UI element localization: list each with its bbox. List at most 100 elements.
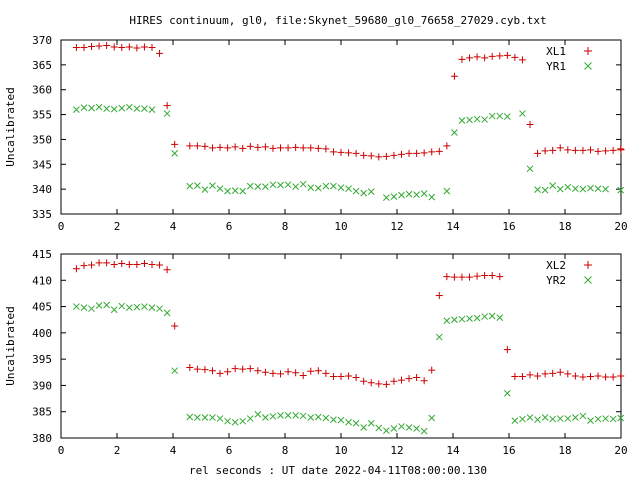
legend-label: YR1 xyxy=(546,60,566,73)
data-point-xl1 xyxy=(103,41,111,49)
data-point-yr1 xyxy=(519,110,526,117)
data-point-yr1 xyxy=(428,193,436,201)
data-point-xl2 xyxy=(103,259,111,267)
data-point-yr1 xyxy=(367,188,375,195)
data-point-xl1 xyxy=(163,102,171,110)
y-tick-label: 395 xyxy=(32,353,52,366)
data-point-xl1 xyxy=(428,148,436,156)
data-point-xl1 xyxy=(292,143,300,151)
data-point-yr2 xyxy=(209,414,216,421)
data-point-yr1 xyxy=(330,182,337,190)
data-point-xl1 xyxy=(579,146,587,154)
data-point-xl1 xyxy=(496,52,504,60)
data-point-yr2 xyxy=(216,415,224,422)
data-point-yr2 xyxy=(345,418,352,426)
data-point-xl1 xyxy=(72,43,80,51)
x-tick-label: 0 xyxy=(58,220,65,233)
data-point-yr1 xyxy=(360,189,368,197)
x-tick-label: 0 xyxy=(58,444,65,457)
data-point-yr2 xyxy=(443,317,451,325)
legend-marker xyxy=(584,47,592,55)
data-point-xl2 xyxy=(390,377,398,385)
data-point-yr1 xyxy=(141,105,148,112)
data-point-xl1 xyxy=(254,143,262,151)
y-tick-label: 345 xyxy=(32,158,52,171)
data-point-yr2 xyxy=(488,312,496,320)
data-point-yr2 xyxy=(231,418,239,426)
data-point-yr2 xyxy=(186,413,194,421)
data-point-yr2 xyxy=(519,415,526,423)
data-point-xl2 xyxy=(277,370,285,378)
data-point-xl1 xyxy=(284,144,292,152)
data-point-xl2 xyxy=(140,259,148,267)
data-point-xl1 xyxy=(156,49,164,57)
legend-label: XL1 xyxy=(546,45,566,58)
y-tick-label: 340 xyxy=(32,183,52,196)
data-point-yr2 xyxy=(277,412,284,419)
data-point-xl1 xyxy=(171,140,179,148)
y-tick-label: 385 xyxy=(32,406,52,419)
data-point-xl1 xyxy=(617,146,625,154)
data-point-xl2 xyxy=(125,261,133,269)
data-point-xl2 xyxy=(148,261,156,269)
data-point-xl2 xyxy=(314,367,322,375)
data-point-xl2 xyxy=(382,380,390,388)
x-tick-label: 4 xyxy=(170,444,177,457)
data-point-yr1 xyxy=(224,187,231,195)
data-point-xl1 xyxy=(397,150,405,158)
data-point-yr1 xyxy=(443,187,451,195)
data-point-yr1 xyxy=(473,115,481,123)
data-point-yr2 xyxy=(458,315,466,323)
data-point-xl2 xyxy=(428,366,436,374)
data-point-xl2 xyxy=(231,365,239,373)
data-point-yr1 xyxy=(398,191,405,199)
data-point-xl1 xyxy=(435,147,443,155)
data-point-xl2 xyxy=(503,346,511,354)
data-point-xl2 xyxy=(261,368,269,376)
data-point-yr2 xyxy=(602,415,609,422)
data-point-yr2 xyxy=(224,417,231,425)
data-point-yr2 xyxy=(367,419,375,427)
data-point-xl2 xyxy=(118,259,126,267)
data-point-xl2 xyxy=(292,369,300,377)
data-point-xl2 xyxy=(345,372,353,380)
data-point-yr1 xyxy=(95,103,103,111)
y-tick-label: 335 xyxy=(32,208,52,221)
y-tick-label: 415 xyxy=(32,248,52,261)
data-point-yr2 xyxy=(405,424,413,431)
x-tick-label: 16 xyxy=(502,220,515,233)
data-point-yr2 xyxy=(118,302,126,310)
data-point-yr2 xyxy=(95,302,103,309)
data-point-xl2 xyxy=(322,369,330,377)
data-point-xl1 xyxy=(299,144,307,152)
x-tick-label: 8 xyxy=(282,220,289,233)
x-tick-label: 12 xyxy=(390,220,403,233)
data-point-xl1 xyxy=(488,52,496,60)
data-point-xl1 xyxy=(503,51,511,59)
x-tick-label: 10 xyxy=(334,444,347,457)
data-point-yr1 xyxy=(413,191,420,198)
data-point-xl1 xyxy=(413,149,421,157)
data-point-xl1 xyxy=(481,54,489,62)
data-point-yr2 xyxy=(292,412,299,419)
data-point-yr2 xyxy=(420,427,428,435)
data-point-xl2 xyxy=(443,273,451,281)
data-point-xl2 xyxy=(299,371,307,379)
data-point-xl1 xyxy=(405,149,413,157)
data-point-yr1 xyxy=(80,104,88,111)
data-point-xl1 xyxy=(541,147,549,155)
data-point-yr1 xyxy=(88,104,95,112)
data-point-xl1 xyxy=(420,149,428,157)
data-point-yr1 xyxy=(163,110,171,117)
legend-marker xyxy=(584,276,592,284)
data-point-xl1 xyxy=(314,144,322,152)
data-point-yr2 xyxy=(254,410,262,418)
data-point-xl1 xyxy=(246,142,254,150)
data-point-xl1 xyxy=(148,43,156,51)
data-point-xl2 xyxy=(511,372,519,380)
data-point-yr2 xyxy=(398,423,405,430)
y-axis-label: Uncalibrated xyxy=(4,87,17,166)
data-point-yr2 xyxy=(88,305,95,313)
data-point-yr2 xyxy=(390,425,398,432)
x-tick-label: 20 xyxy=(614,444,627,457)
